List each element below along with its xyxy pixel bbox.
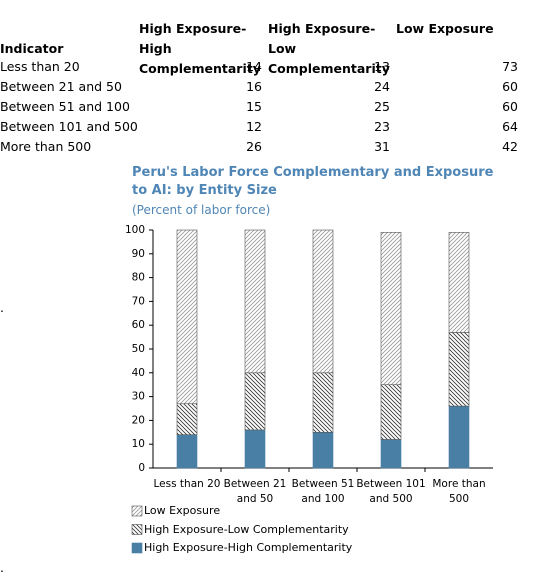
- legend-label: High Exposure-High Complementarity: [144, 541, 353, 554]
- row-label: Between 101 and 500: [0, 119, 138, 134]
- bar-segment: [312, 229, 334, 374]
- table-cell: 12: [246, 119, 262, 134]
- x-tick-label: Less than 20: [153, 478, 221, 490]
- table-cell: 60: [502, 99, 518, 114]
- bar-segment: [244, 429, 266, 469]
- chart-subtitle: (Percent of labor force): [132, 203, 271, 217]
- legend-label: Low Exposure: [144, 504, 221, 517]
- row-label: Between 21 and 50: [0, 79, 122, 94]
- table-cell: 31: [374, 139, 390, 154]
- x-tick-label: More than 500: [432, 478, 486, 505]
- x-tick-label: Between 101 and 500: [356, 478, 426, 505]
- table-cell: 14: [246, 59, 262, 74]
- table-cell: 26: [246, 139, 262, 154]
- y-tick-label: 60: [132, 319, 145, 331]
- table-cell: 24: [374, 79, 390, 94]
- y-tick-label: 90: [132, 248, 145, 260]
- bar-segment: [380, 232, 402, 386]
- bar-segment: [176, 434, 198, 469]
- stray-mark: .: [0, 300, 4, 315]
- bar-segment: [312, 372, 334, 433]
- legend-swatch: [131, 524, 143, 535]
- y-tick-label: 0: [138, 462, 145, 474]
- table-cell: 13: [374, 59, 390, 74]
- table-cell: 15: [246, 99, 262, 114]
- table-cell: 25: [374, 99, 390, 114]
- legend-swatch: [131, 542, 143, 554]
- row-label: More than 500: [0, 139, 92, 154]
- y-tick-label: 80: [132, 272, 145, 284]
- table-cell: 16: [246, 79, 262, 94]
- bar-segment: [448, 405, 470, 469]
- stray-mark: .: [0, 560, 4, 575]
- legend-swatch: [131, 505, 143, 517]
- row-label: Between 51 and 100: [0, 99, 130, 114]
- y-tick-label: 40: [132, 367, 145, 379]
- bar-segment: [176, 403, 198, 435]
- legend-label: High Exposure-Low Complementarity: [144, 522, 349, 536]
- x-tick-label: Between 51 and 100: [291, 478, 355, 505]
- table-cell: 73: [502, 59, 518, 74]
- table-header: Low Exposure: [396, 21, 494, 36]
- bar-segment: [312, 431, 334, 469]
- table-cell: 42: [502, 139, 518, 154]
- table-header: High Exposure-Low Complementarity: [268, 21, 390, 76]
- bar-segment: [176, 229, 198, 405]
- bar-segment: [448, 332, 470, 407]
- table-cell: 64: [502, 119, 518, 134]
- y-tick-label: 50: [132, 343, 145, 355]
- y-tick-label: 10: [132, 438, 145, 450]
- bar-segment: [380, 439, 402, 469]
- table-cell: 23: [374, 119, 390, 134]
- x-tick-label: Between 21 and 50: [223, 478, 287, 505]
- bar-segment: [448, 232, 470, 333]
- bar-segment: [244, 229, 266, 374]
- table-cell: 60: [502, 79, 518, 94]
- table-header: High Exposure-High Complementarity: [139, 21, 261, 76]
- row-label: Less than 20: [0, 59, 80, 74]
- y-tick-label: 100: [125, 224, 145, 236]
- y-tick-label: 30: [132, 391, 145, 403]
- bar-segment: [244, 372, 266, 431]
- chart-title: Peru's Labor Force Complementary and Exp…: [132, 165, 494, 198]
- y-tick-label: 20: [132, 414, 145, 426]
- bar-segment: [380, 384, 402, 440]
- y-tick-label: 70: [132, 295, 145, 307]
- table-header: Indicator: [0, 41, 64, 56]
